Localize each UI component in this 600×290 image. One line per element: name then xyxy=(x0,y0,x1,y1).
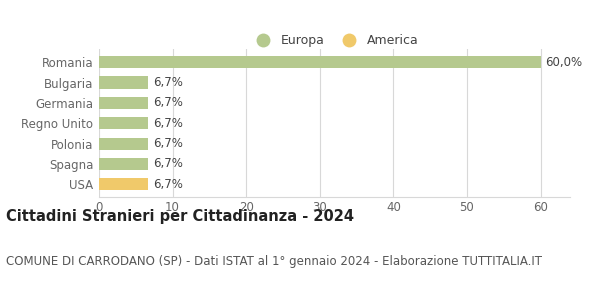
Text: COMUNE DI CARRODANO (SP) - Dati ISTAT al 1° gennaio 2024 - Elaborazione TUTTITAL: COMUNE DI CARRODANO (SP) - Dati ISTAT al… xyxy=(6,255,542,268)
Text: 6,7%: 6,7% xyxy=(153,117,182,130)
Bar xyxy=(99,56,541,68)
Bar xyxy=(99,117,148,129)
Text: 6,7%: 6,7% xyxy=(153,137,182,150)
Bar xyxy=(99,137,148,150)
Legend: Europa, America: Europa, America xyxy=(245,29,424,52)
Text: Cittadini Stranieri per Cittadinanza - 2024: Cittadini Stranieri per Cittadinanza - 2… xyxy=(6,209,354,224)
Bar xyxy=(99,97,148,109)
Bar xyxy=(99,178,148,191)
Bar xyxy=(99,76,148,89)
Text: 60,0%: 60,0% xyxy=(545,56,582,69)
Text: 6,7%: 6,7% xyxy=(153,178,182,191)
Text: 6,7%: 6,7% xyxy=(153,157,182,171)
Text: 6,7%: 6,7% xyxy=(153,76,182,89)
Bar xyxy=(99,158,148,170)
Text: 6,7%: 6,7% xyxy=(153,96,182,109)
